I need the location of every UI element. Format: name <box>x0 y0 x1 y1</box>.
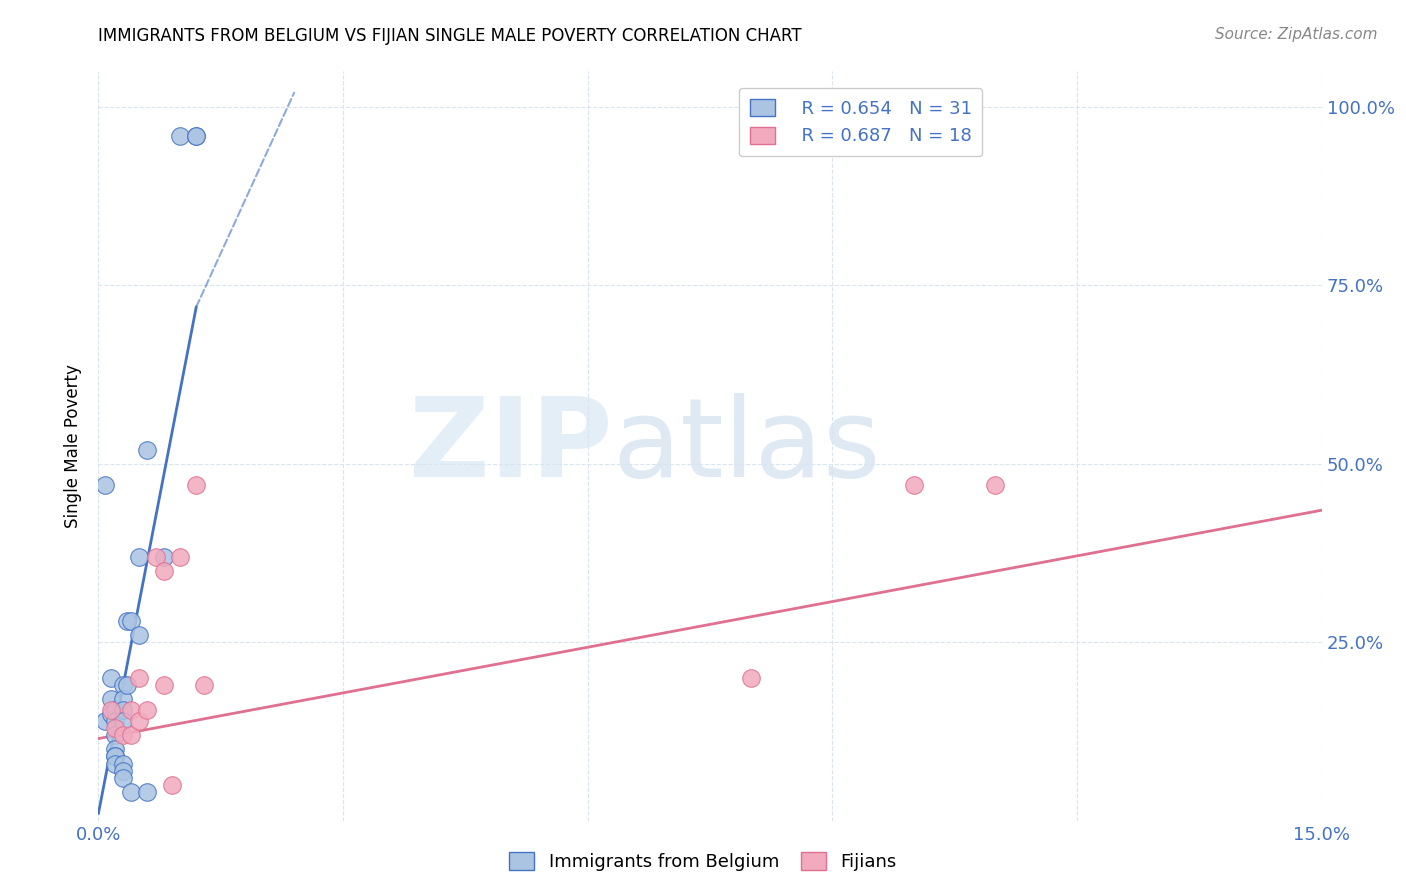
Point <box>136 442 159 457</box>
Point <box>128 671 150 685</box>
Point <box>193 678 215 692</box>
Point <box>145 549 167 564</box>
Point <box>120 703 142 717</box>
Point <box>128 628 150 642</box>
Point <box>111 756 134 771</box>
Point <box>136 703 159 717</box>
Point <box>104 756 127 771</box>
Point <box>152 564 174 578</box>
Point <box>111 728 134 742</box>
Point <box>984 478 1007 492</box>
Point <box>104 742 127 756</box>
Point <box>104 749 127 764</box>
Point <box>104 749 127 764</box>
Point <box>111 703 134 717</box>
Point <box>186 478 208 492</box>
Point <box>120 785 142 799</box>
Point <box>94 478 117 492</box>
Point <box>186 128 208 143</box>
Point <box>740 671 762 685</box>
Point <box>111 678 134 692</box>
Text: ZIP: ZIP <box>409 392 612 500</box>
Legend: Immigrants from Belgium, Fijians: Immigrants from Belgium, Fijians <box>502 846 904 879</box>
Text: IMMIGRANTS FROM BELGIUM VS FIJIAN SINGLE MALE POVERTY CORRELATION CHART: IMMIGRANTS FROM BELGIUM VS FIJIAN SINGLE… <box>98 27 801 45</box>
Legend:   R = 0.654   N = 31,   R = 0.687   N = 18: R = 0.654 N = 31, R = 0.687 N = 18 <box>740 88 983 156</box>
Text: Source: ZipAtlas.com: Source: ZipAtlas.com <box>1215 27 1378 42</box>
Point <box>160 778 183 792</box>
Point <box>128 714 150 728</box>
Point <box>115 614 138 628</box>
Point <box>120 614 142 628</box>
Point <box>115 678 138 692</box>
Point <box>903 478 925 492</box>
Point <box>104 728 127 742</box>
Y-axis label: Single Male Poverty: Single Male Poverty <box>65 364 83 528</box>
Point <box>120 728 142 742</box>
Point <box>111 764 134 778</box>
Point <box>136 785 159 799</box>
Point <box>128 549 150 564</box>
Point <box>100 692 122 706</box>
Point <box>152 678 174 692</box>
Point <box>169 549 191 564</box>
Point <box>111 771 134 785</box>
Text: atlas: atlas <box>612 392 880 500</box>
Point <box>111 714 134 728</box>
Point <box>100 706 122 721</box>
Point <box>100 671 122 685</box>
Point <box>169 128 191 143</box>
Point <box>104 721 127 735</box>
Point <box>104 714 127 728</box>
Point <box>186 128 208 143</box>
Point <box>111 692 134 706</box>
Point <box>94 714 117 728</box>
Point <box>152 549 174 564</box>
Point <box>104 703 127 717</box>
Point <box>100 703 122 717</box>
